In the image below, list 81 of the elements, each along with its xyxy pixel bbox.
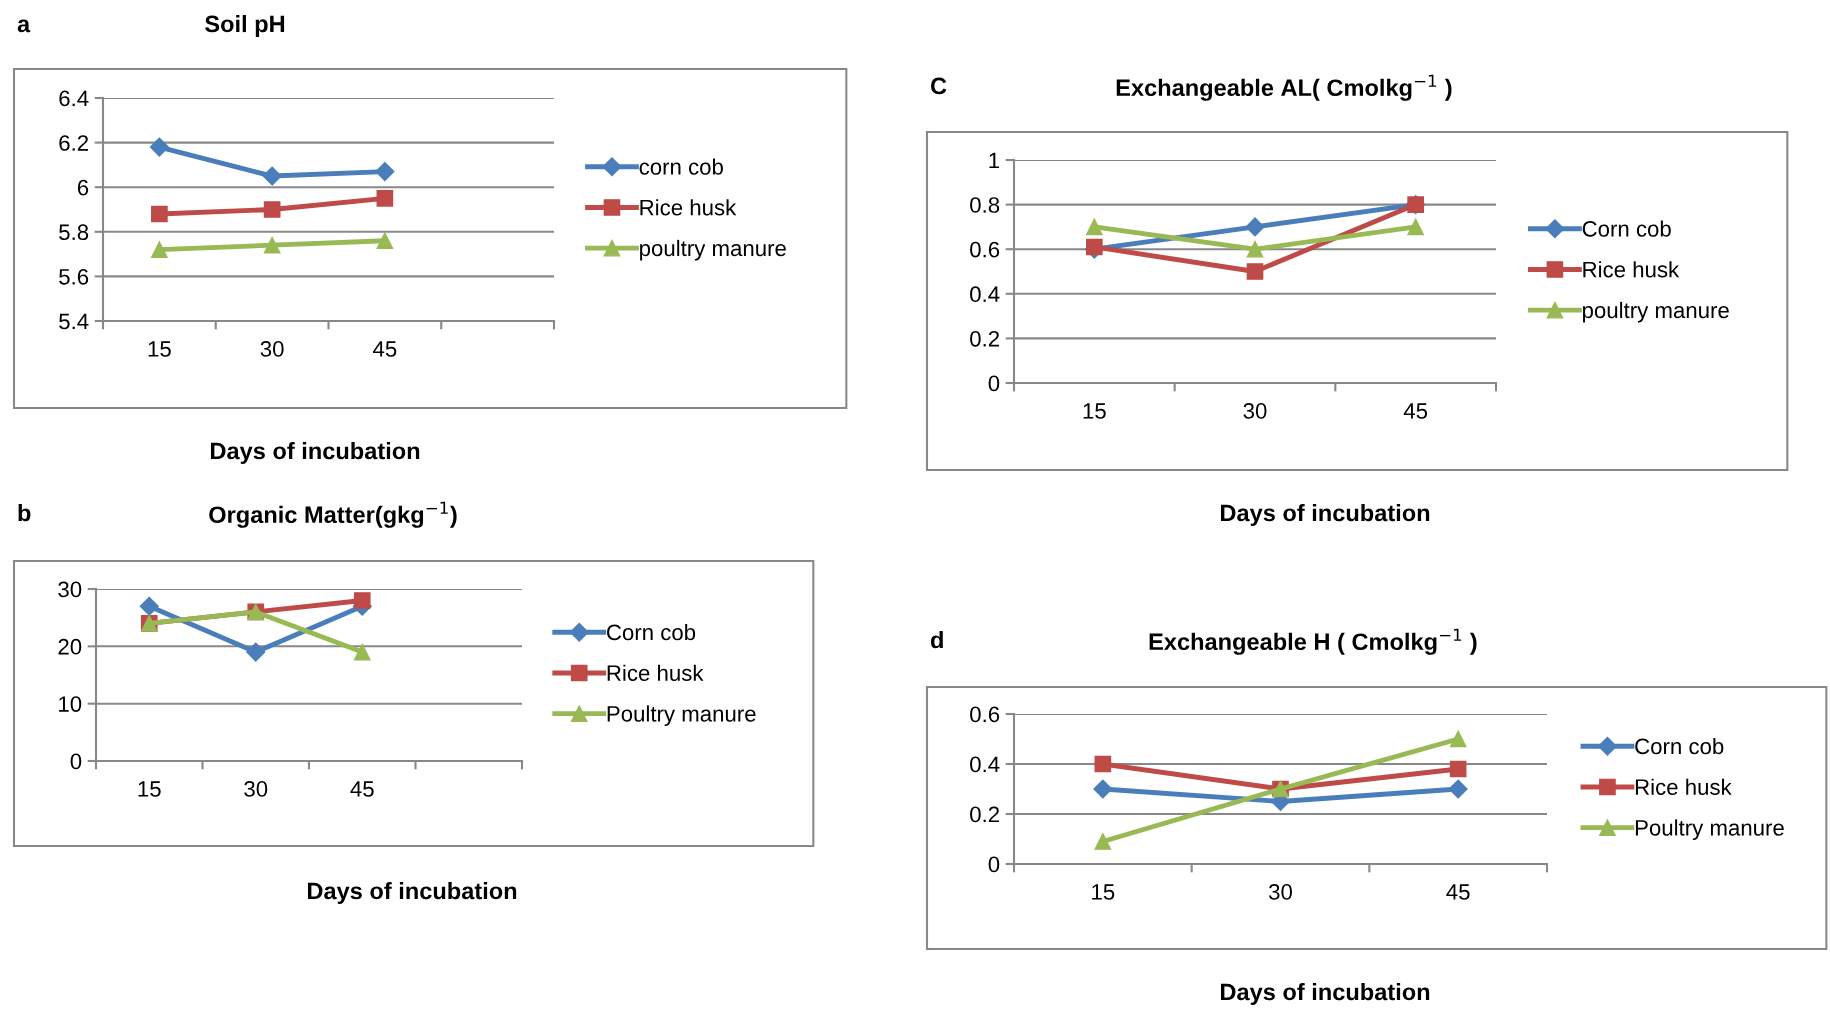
y-tick-label: 0 (70, 753, 82, 770)
point (1246, 240, 1264, 258)
point (353, 643, 371, 661)
y-tick-label: 5.6 (59, 268, 89, 285)
y-tick-label: 30 (58, 581, 82, 598)
x-tick-label: 30 (1243, 403, 1267, 419)
legend-label: Corn cob (1635, 737, 1724, 755)
y-tick-label: 0 (988, 375, 1000, 392)
legend-label: Rice husk (1583, 261, 1680, 278)
x-tick-label: 45 (350, 781, 374, 797)
x-tick-label: 45 (1446, 884, 1470, 900)
y-tick-label: 10 (59, 696, 82, 712)
y-tick-label: 5.4 (59, 313, 89, 330)
y-tick-label: 20 (58, 638, 82, 655)
point (1449, 730, 1467, 748)
x-tick-label: 30 (1268, 884, 1292, 900)
point (376, 190, 394, 207)
x-tick-label: 30 (244, 781, 268, 797)
x-axis-title: Days of incubation (1220, 982, 1430, 1006)
point (262, 166, 282, 186)
point (1246, 263, 1264, 280)
point (263, 236, 281, 254)
legend-label: poultry manure (1583, 301, 1729, 323)
x-tick-label: 30 (260, 341, 284, 357)
y-tick-label: 6.4 (59, 90, 89, 107)
point (1085, 218, 1103, 236)
y-tick-label: 0.6 (970, 241, 1000, 258)
y-tick-label: 5.8 (59, 224, 89, 241)
point (1094, 833, 1112, 850)
point (1448, 779, 1468, 799)
point (375, 162, 395, 182)
y-tick-label: 0.6 (970, 706, 1000, 723)
legend-label: Poultry manure (607, 705, 756, 727)
y-tick-label: 0.4 (970, 286, 1000, 303)
text: b (18, 503, 31, 522)
point (1407, 218, 1425, 236)
x-axis-title: Days of incubation (307, 881, 517, 905)
x-tick-label: 15 (1092, 884, 1115, 900)
y-tick-label: 0.2 (970, 806, 999, 823)
point (1085, 238, 1103, 256)
y-tick-label: 0 (988, 856, 1000, 873)
legend-label: Rice husk (1635, 778, 1732, 795)
y-tick-label: 0.8 (970, 197, 1000, 213)
x-tick-label: 45 (373, 341, 397, 357)
legend-label: corn cob (639, 158, 723, 175)
text: a (17, 19, 31, 33)
chart-title: Exchangeable AL( Cmolkg$^{−1}$ ) (1116, 74, 1452, 101)
legend-label: Poultry manure (1635, 819, 1784, 841)
point (1245, 217, 1265, 237)
point (139, 596, 159, 616)
y-tick-label: 0.2 (970, 330, 999, 347)
x-axis-title: Days of incubation (210, 441, 420, 464)
chart-title: Exchangeable H ( Cmolkg$^{−1}$ ) (1149, 628, 1477, 655)
point (151, 241, 168, 258)
text: d (930, 630, 943, 649)
chart-title: Soil pH (205, 15, 285, 37)
legend-label: Rice husk (640, 199, 737, 216)
x-tick-label: 15 (1083, 403, 1106, 419)
point (1449, 760, 1467, 778)
legend-label: Corn cob (607, 623, 696, 641)
x-tick-label: 15 (148, 341, 171, 357)
point (353, 592, 371, 609)
point (376, 232, 394, 250)
point (246, 642, 266, 662)
chart-title: Organic Matter(gkg$^{−1}$) (209, 501, 457, 528)
x-axis-title: Days of incubation (1220, 503, 1430, 527)
x-tick-label: 15 (138, 781, 161, 797)
legend-label: poultry manure (640, 239, 786, 261)
point (1093, 779, 1113, 799)
point (149, 137, 169, 157)
y-tick-label: 0.4 (970, 756, 1000, 773)
point (263, 201, 281, 218)
x-tick-label: 45 (1403, 403, 1428, 419)
y-tick-label: 1 (989, 152, 1000, 169)
legend-label: Rice husk (607, 664, 704, 681)
point (1094, 755, 1112, 773)
point (151, 205, 168, 223)
legend-label: Corn cob (1582, 220, 1671, 237)
y-tick-label: 6 (77, 179, 89, 196)
text: C (930, 77, 947, 95)
y-tick-label: 6.2 (59, 135, 88, 151)
